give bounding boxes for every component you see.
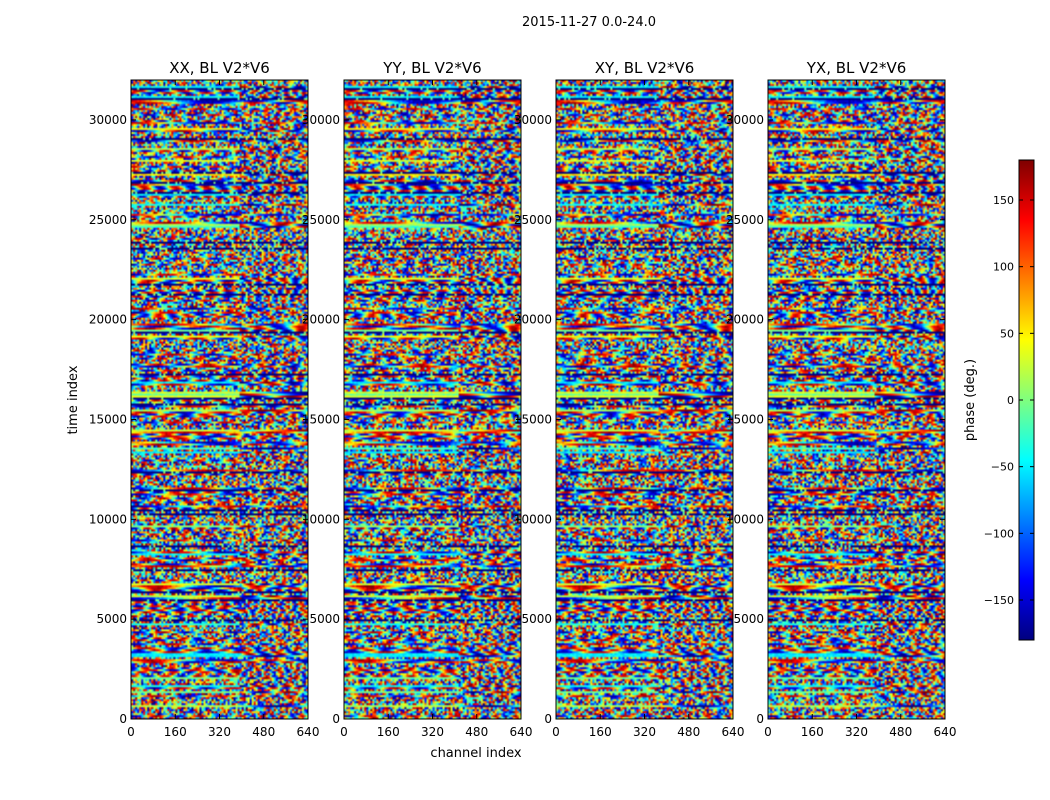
- x-tick-label: 640: [722, 725, 745, 739]
- y-tick-label: 15000: [514, 412, 552, 426]
- y-tick-label: 10000: [89, 512, 127, 526]
- panel-3-title: XY, BL V2*V6: [595, 59, 695, 77]
- x-tick-label: 160: [801, 725, 824, 739]
- y-tick-label: 20000: [514, 313, 552, 327]
- colorbar: 150 100 50 0 −50 −100 −150: [984, 159, 1035, 641]
- y-tick-label: 0: [544, 712, 552, 726]
- x-axis-label: channel index: [430, 746, 521, 761]
- y-tick-label: 30000: [514, 113, 552, 127]
- y-tick-label: 5000: [733, 612, 764, 626]
- y-tick-label: 30000: [302, 113, 340, 127]
- y-tick-label: 5000: [96, 612, 127, 626]
- colorbar-label: phase (deg.): [963, 359, 978, 441]
- y-tick-label: 15000: [302, 412, 340, 426]
- heatmap-panels: XX, BL V2*V6 0 160 320 480 640 0 5000 10000 15000…: [89, 59, 957, 739]
- panel-2: YY, BL V2*V6 0 160 320 480 640 0 5000 10000 15000…: [302, 59, 533, 739]
- colorbar-tick-label: 50: [1000, 327, 1014, 340]
- colorbar-tick-label: −150: [984, 594, 1014, 607]
- y-tick-label: 0: [756, 712, 764, 726]
- y-tick-label: 10000: [726, 512, 764, 526]
- x-tick-label: 160: [164, 725, 187, 739]
- panel-4-title: YX, BL V2*V6: [806, 59, 907, 77]
- y-tick-label: 30000: [726, 113, 764, 127]
- y-tick-label: 10000: [302, 512, 340, 526]
- x-tick-label: 640: [297, 725, 320, 739]
- y-tick-label: 5000: [309, 612, 340, 626]
- y-tick-label: 20000: [726, 313, 764, 327]
- panel-2-title: YY, BL V2*V6: [382, 59, 481, 77]
- x-tick-label: 480: [465, 725, 488, 739]
- panel-1-heatmap: [131, 80, 308, 719]
- x-tick-label: 640: [934, 725, 957, 739]
- y-tick-label: 25000: [302, 213, 340, 227]
- x-tick-label: 0: [340, 725, 348, 739]
- x-tick-label: 0: [552, 725, 560, 739]
- panel-1-title: XX, BL V2*V6: [169, 59, 270, 77]
- x-tick-label: 480: [889, 725, 912, 739]
- y-tick-label: 25000: [514, 213, 552, 227]
- y-tick-label: 20000: [89, 313, 127, 327]
- y-tick-label: 15000: [726, 412, 764, 426]
- y-tick-label: 15000: [89, 412, 127, 426]
- panel-4: YX, BL V2*V6 0 160 320 480 640 0 5000 10000 15000…: [726, 59, 957, 739]
- y-tick-label: 25000: [89, 213, 127, 227]
- colorbar-tick-label: −100: [984, 527, 1014, 540]
- figure-title: 2015-11-27 0.0-24.0: [522, 15, 656, 30]
- y-tick-label: 30000: [89, 113, 127, 127]
- panel-3: XY, BL V2*V6 0 160 320 480 640 0 5000 10000 15000…: [514, 59, 745, 739]
- colorbar-tick-label: −50: [991, 461, 1014, 474]
- y-axis-label: time index: [66, 365, 81, 434]
- x-tick-label: 320: [421, 725, 444, 739]
- panel-1: XX, BL V2*V6 0 160 320 480 640 0 5000 10000 15000…: [89, 59, 320, 739]
- x-tick-label: 160: [377, 725, 400, 739]
- y-tick-label: 20000: [302, 313, 340, 327]
- x-tick-label: 320: [208, 725, 231, 739]
- panel-4-heatmap: [768, 80, 945, 719]
- colorbar-tick-label: 100: [993, 261, 1014, 274]
- x-tick-label: 640: [510, 725, 533, 739]
- x-tick-label: 0: [127, 725, 135, 739]
- y-tick-label: 5000: [521, 612, 552, 626]
- y-tick-label: 10000: [514, 512, 552, 526]
- x-tick-label: 320: [845, 725, 868, 739]
- x-tick-label: 480: [677, 725, 700, 739]
- y-tick-label: 0: [119, 712, 127, 726]
- x-tick-label: 320: [633, 725, 656, 739]
- x-tick-label: 480: [252, 725, 275, 739]
- colorbar-tick-label: 0: [1007, 394, 1014, 407]
- y-tick-label: 25000: [726, 213, 764, 227]
- x-tick-label: 160: [589, 725, 612, 739]
- panel-3-heatmap: [556, 80, 733, 719]
- y-tick-label: 0: [332, 712, 340, 726]
- colorbar-tick-label: 150: [993, 194, 1014, 207]
- x-tick-label: 0: [764, 725, 772, 739]
- panel-2-heatmap: [344, 80, 521, 719]
